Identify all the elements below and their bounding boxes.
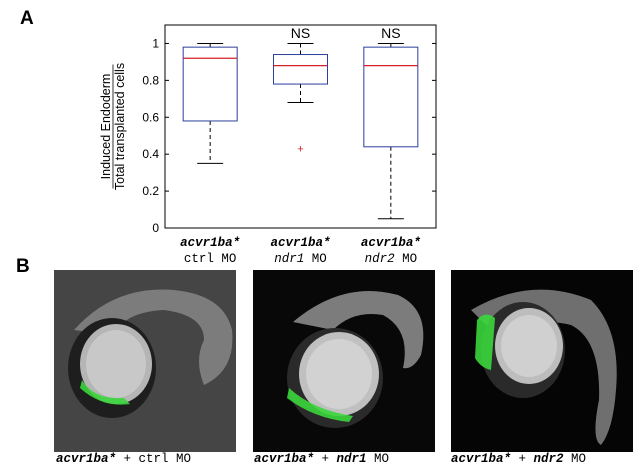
significance-label: NS	[381, 25, 400, 41]
y-tick-label: 0.2	[142, 184, 159, 198]
panel-b-label: B	[16, 256, 30, 277]
panel-a-label: A	[20, 8, 34, 29]
micrograph-ctrl	[54, 270, 236, 452]
y-tick-label: 0.4	[142, 147, 159, 161]
x-tick-label-line1: acvr1ba*	[361, 236, 421, 250]
x-tick-label-suffix: MO	[304, 252, 327, 266]
y-tick-label: 0.8	[142, 73, 159, 87]
y-tick-label: 0	[152, 221, 159, 235]
y-tick-label: 0.6	[142, 110, 159, 124]
box	[273, 54, 328, 85]
x-tick-label-line1: acvr1ba*	[180, 236, 240, 250]
caption-morpholino-gene: ndr2	[533, 452, 564, 466]
caption-ndr1: acvr1ba* + ndr1 MO	[254, 452, 389, 466]
outlier-marker: +	[297, 144, 303, 156]
x-tick-label-line2: ndr1 MO	[274, 252, 327, 266]
box	[182, 46, 238, 122]
caption-plus: +	[116, 452, 139, 466]
box-plot: 0 0.2 0.4 0.6 0.8 1 Induced Endoderm Total tran…	[99, 24, 437, 266]
micrograph-ndr2	[451, 270, 633, 452]
micrograph-ndr1	[253, 270, 435, 452]
x-tick-label-line2: ndr2 MO	[365, 252, 418, 266]
embryo-image-ndr1	[253, 270, 435, 452]
y-axis-label-top: Induced Endoderm	[99, 74, 113, 180]
x-tick-label-suffix: MO	[395, 252, 418, 266]
caption-gene: acvr1ba*	[254, 452, 315, 466]
plot-frame	[164, 24, 437, 229]
caption-ndr2: acvr1ba* + ndr2 MO	[451, 452, 586, 466]
caption-morpholino-suffix: MO	[563, 452, 587, 466]
significance-label: NS	[291, 25, 310, 41]
x-tick-label-line2: ctrl MO	[184, 252, 237, 266]
caption-gene: acvr1ba*	[56, 452, 117, 466]
caption-plus: +	[511, 452, 534, 466]
caption-plus: +	[314, 452, 337, 466]
y-tick-label: 1	[152, 36, 159, 50]
caption-morpholino-gene: ndr1	[336, 452, 367, 466]
x-tick-label-gene: ndr1	[274, 252, 304, 266]
caption-ctrl: acvr1ba* + ctrl MO	[56, 452, 191, 466]
x-tick-label-gene: ndr2	[365, 252, 396, 266]
caption-morpholino-suffix: MO	[366, 452, 390, 466]
x-tick-label-gene: ctrl	[184, 252, 214, 266]
x-tick-label-suffix: MO	[214, 252, 237, 266]
box	[363, 46, 419, 148]
caption-morpholino: ctrl MO	[138, 452, 192, 466]
x-tick-label-line1: acvr1ba*	[270, 236, 330, 250]
embryo-image-ndr2	[451, 270, 633, 452]
y-axis-label-bottom: Total transplanted cells	[113, 63, 127, 190]
embryo-image-ctrl	[54, 270, 236, 452]
caption-gene: acvr1ba*	[451, 452, 512, 466]
